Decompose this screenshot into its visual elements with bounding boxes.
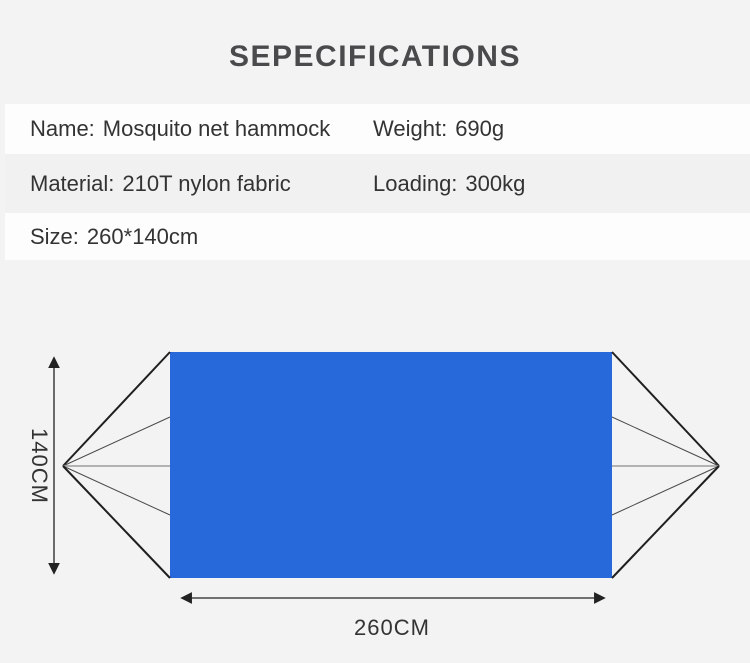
spec-label: Loading:	[373, 171, 458, 196]
spec-cell-material: Material: 210T nylon fabric	[30, 154, 291, 213]
spec-value: 210T nylon fabric	[122, 171, 291, 196]
spec-label: Weight:	[373, 116, 448, 141]
spec-row-name-weight: Name: Mosquito net hammock Weight: 690g	[5, 104, 750, 154]
spec-row-material-loading: Material: 210T nylon fabric Loading: 300kg	[5, 154, 750, 213]
page-title: SEPECIFICATIONS	[229, 40, 521, 73]
spec-row-size: Size: 260*140cm	[5, 213, 750, 260]
suspension-lines-left	[62, 351, 171, 579]
spec-cell-loading: Loading: 300kg	[373, 154, 525, 213]
spec-value: 300kg	[465, 171, 526, 196]
hammock-fabric	[170, 352, 612, 578]
spec-value: Mosquito net hammock	[102, 116, 331, 141]
spec-label: Name:	[30, 116, 95, 141]
spec-cell-size: Size: 260*140cm	[30, 213, 198, 260]
spec-cell-weight: Weight: 690g	[373, 104, 504, 154]
width-dimension-label: 260CM	[354, 615, 430, 640]
height-dimension-label: 140CM	[27, 428, 52, 504]
spec-label: Size:	[30, 224, 79, 249]
spec-cell-name: Name: Mosquito net hammock	[30, 104, 330, 154]
spec-value: 260*140cm	[86, 224, 199, 249]
hammock-diagram: 140CM 260CM	[27, 351, 720, 640]
suspension-lines-right	[611, 351, 720, 579]
spec-value: 690g	[455, 116, 505, 141]
spec-label: Material:	[30, 171, 115, 196]
